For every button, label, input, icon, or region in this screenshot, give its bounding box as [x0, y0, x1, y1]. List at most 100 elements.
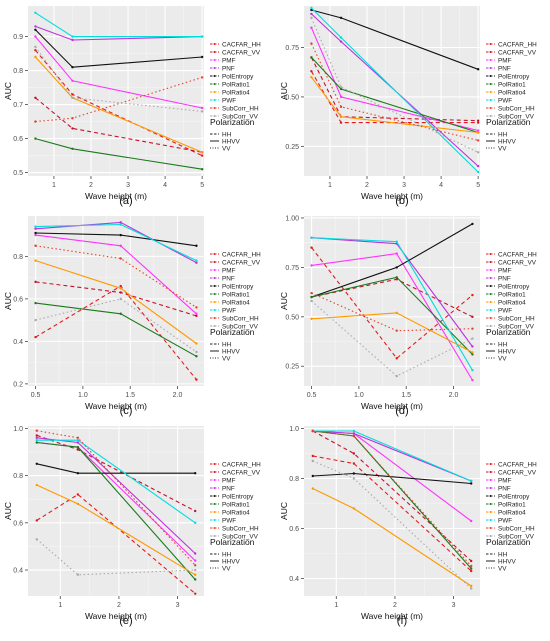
legend-label: PolRatio4 [222, 89, 250, 96]
data-point [476, 68, 480, 71]
legend-label: PolRatio4 [498, 509, 526, 516]
data-point [339, 95, 343, 99]
x-tick-label: 2 [365, 182, 369, 189]
legend-label: PNF [222, 275, 235, 282]
x-tick-label: 1.5 [401, 392, 411, 399]
plot-background [28, 426, 204, 596]
x-axis-title: Wave height (m) [85, 611, 147, 621]
polarization-legend-title: Polarization [210, 117, 255, 127]
x-tick-label: 5 [476, 182, 480, 189]
data-point [200, 106, 204, 110]
legend-label: PolRatio1 [498, 291, 526, 298]
legend-key-point [213, 115, 216, 117]
plot-background [28, 216, 204, 386]
polarization-legend-title: Polarization [486, 537, 531, 547]
data-point [395, 374, 398, 378]
y-tick-label: 0.8 [289, 476, 299, 483]
series-line-subcorr-hh [36, 430, 196, 566]
y-tick-label: 0.50 [285, 94, 299, 101]
y-axis-title: AUC [3, 82, 13, 100]
data-point [34, 227, 37, 230]
data-point [471, 378, 474, 382]
legend-label: CACFAR_VV [498, 469, 537, 476]
data-point [35, 462, 38, 465]
chart-panel-4: 0.5 1.0 1.5 2.0 0.25 0.50 0.75 1.00 Wave height … [279, 215, 537, 417]
legend-label: CACFAR_HH [498, 251, 537, 258]
polarization-legend-title: Polarization [210, 327, 255, 337]
polarization-label: VV [498, 355, 507, 362]
legend-label: PWF [498, 97, 512, 104]
legend-key-point [489, 51, 492, 53]
y-tick-label: 0.4 [13, 339, 23, 346]
x-tick-label: 0.5 [31, 392, 41, 399]
polarization-legend-title: Polarization [486, 117, 531, 127]
data-point [471, 351, 474, 354]
legend-label: SubCorr_HH [222, 525, 259, 532]
data-point [339, 85, 343, 89]
legend-key-point [489, 75, 492, 77]
legend-label: PolRatio1 [498, 81, 526, 88]
legend-label: PNF [498, 485, 511, 492]
chart-panel-5: 1 2 3 0.4 0.6 0.8 1.0 Wave height (m) AUC CACFAR_… [3, 426, 261, 627]
data-point [476, 119, 480, 122]
legend-key-point [489, 43, 492, 45]
polarization-label: HHVV [498, 558, 516, 565]
y-tick-label: 0.6 [13, 136, 23, 143]
series-line-cacfar-hh [312, 455, 472, 572]
data-point [76, 472, 80, 475]
legend-key-point [489, 107, 492, 109]
data-point [352, 472, 356, 475]
series-line-subcorr-vv [35, 298, 197, 353]
data-point [76, 448, 80, 451]
legend-key-point [489, 59, 492, 61]
data-point [311, 487, 314, 490]
legend-label: SubCorr_HH [498, 315, 535, 322]
data-point [476, 121, 480, 124]
y-tick-label: 0.8 [13, 254, 23, 261]
data-point [395, 357, 398, 360]
data-point [310, 42, 313, 45]
legend-label: PolRatio4 [498, 89, 526, 96]
polarization-legend-title: Polarization [486, 327, 531, 337]
x-axis-title: Wave height (m) [361, 191, 423, 201]
y-tick-label: 0.4 [289, 576, 299, 583]
y-axis-title: AUC [3, 502, 13, 520]
data-point [34, 225, 37, 228]
legend-label: PWF [498, 307, 512, 314]
data-point [35, 429, 38, 432]
x-tick-label: 3 [452, 602, 456, 609]
data-point [476, 139, 480, 142]
legend-label: SubCorr_HH [222, 105, 259, 112]
data-point [200, 151, 204, 154]
data-point [470, 584, 473, 588]
legend-label: PWF [498, 517, 512, 524]
data-point [310, 75, 313, 79]
legend-key-point [489, 479, 492, 481]
data-point [395, 276, 398, 279]
legend-key-point [213, 99, 216, 101]
data-point [395, 252, 398, 255]
legend-label: CACFAR_VV [222, 469, 261, 476]
data-point [310, 12, 313, 16]
data-point [119, 221, 122, 224]
data-point [470, 564, 473, 568]
y-tick-label: 0.7 [13, 102, 23, 109]
data-point [34, 231, 37, 235]
legend-label: CACFAR_VV [498, 259, 537, 266]
legend-label: CACFAR_VV [222, 49, 261, 56]
series-line-subcorr-hh [35, 245, 197, 308]
data-point [195, 378, 198, 381]
legend-label: SubCorr_HH [498, 105, 535, 112]
data-point [470, 567, 473, 570]
x-tick-label: 1.5 [125, 392, 135, 399]
legend-label: PWF [222, 517, 236, 524]
data-point [76, 441, 80, 444]
polarization-label: HHVV [222, 348, 240, 355]
data-point [470, 559, 473, 563]
x-tick-label: 2.0 [449, 392, 459, 399]
data-point [200, 110, 204, 113]
data-point [71, 96, 74, 100]
y-tick-label: 0.25 [285, 364, 299, 371]
legend-key-point [213, 43, 216, 45]
legend-key-point [489, 285, 492, 287]
